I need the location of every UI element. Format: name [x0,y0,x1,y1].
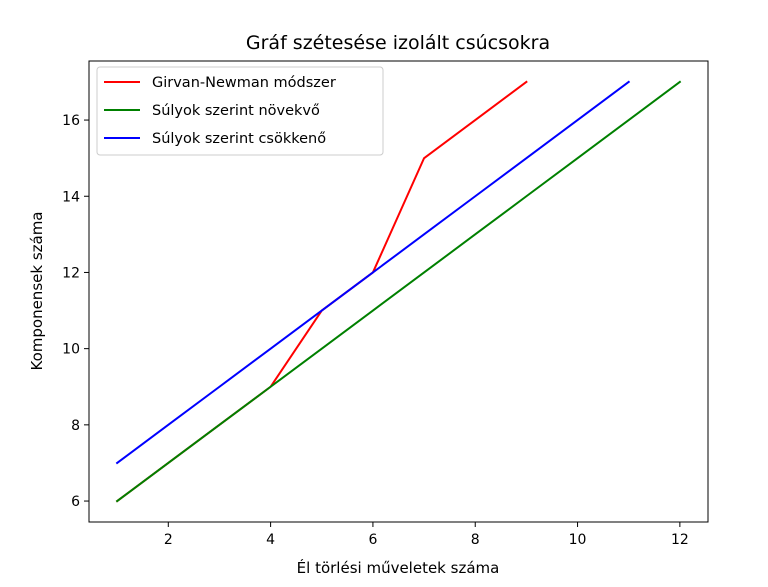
series-lines [115,80,682,503]
plot-area-frame [88,60,709,523]
x-tick-label: 10 [569,532,587,548]
series-line-csokkeno [115,80,631,465]
y-axis-label: Komponensek száma [28,211,46,370]
legend-label-novekvo: Súlyok szerint növekvő [152,103,320,119]
legend-label-csokkeno: Súlyok szerint csökkenő [152,131,326,147]
legend: Girvan-Newman módszer Súlyok szerint növ… [96,66,384,156]
y-tick-label: 14 [62,189,80,205]
legend-label-girvan-newman: Girvan-Newman módszer [152,75,336,91]
x-tick-label: 4 [266,532,275,548]
x-tick-label: 6 [368,532,377,548]
x-tick-label: 12 [671,532,689,548]
y-tick-label: 10 [62,342,80,358]
legend-frame [96,66,384,156]
y-tick-label: 12 [62,265,80,281]
x-tick-label: 2 [164,532,173,548]
y-tick-label: 8 [71,418,80,434]
x-axis-ticks: 2 4 6 8 10 12 [164,522,689,548]
y-tick-label: 16 [62,113,80,129]
series-line-novekvo [115,80,682,503]
x-tick-label: 8 [471,532,480,548]
y-axis-ticks: 6 8 10 12 14 16 [62,113,89,510]
chart-title: Gráf szétesése izolált csúcsokra [246,32,550,54]
y-tick-label: 6 [71,494,80,510]
x-axis-label: Él törlési műveletek száma [297,558,500,577]
